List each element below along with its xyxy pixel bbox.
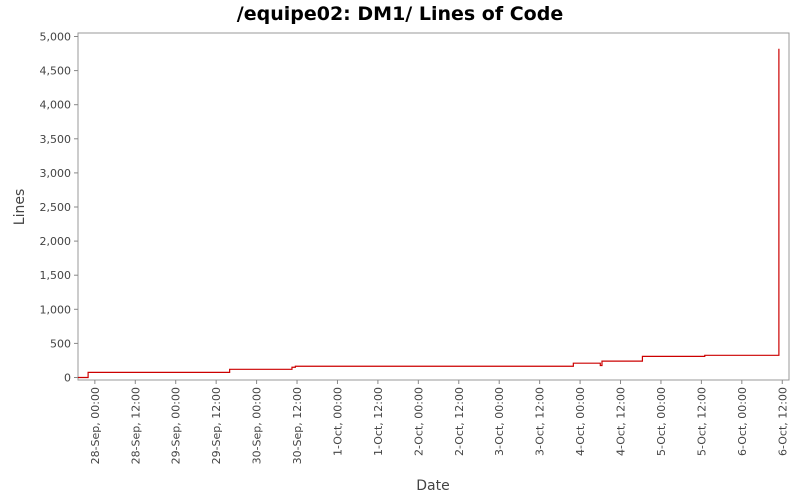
x-tick-label: 1-Oct, 12:00 — [372, 387, 385, 456]
x-tick-label: 4-Oct, 12:00 — [615, 387, 628, 456]
x-tick-label: 3-Oct, 00:00 — [493, 387, 506, 456]
y-axis-ticks: 0 500 1,000 1,500 2,000 2,500 3,000 3,500 4,000 4… — [40, 31, 78, 385]
y-axis-label: Lines — [12, 189, 28, 225]
y-tick-label: 2,000 — [40, 235, 72, 248]
x-tick-label: 6-Oct, 12:00 — [776, 387, 789, 456]
y-tick-label: 0 — [64, 372, 71, 385]
x-tick-label: 1-Oct, 00:00 — [331, 387, 344, 456]
x-axis-ticks: 28-Sep, 00:00 28-Sep, 12:00 29-Sep, 00:00 2… — [89, 380, 789, 464]
x-tick-label: 28-Sep, 12:00 — [129, 387, 142, 464]
x-tick-label: 30-Sep, 00:00 — [251, 387, 264, 464]
x-tick-label: 2-Oct, 00:00 — [412, 387, 425, 456]
y-tick-label: 1,000 — [40, 303, 72, 316]
x-tick-label: 29-Sep, 00:00 — [170, 387, 183, 464]
y-tick-label: 2,500 — [40, 201, 72, 214]
x-tick-label: 28-Sep, 00:00 — [89, 387, 102, 464]
x-tick-label: 5-Oct, 00:00 — [655, 387, 668, 456]
x-tick-label: 30-Sep, 12:00 — [291, 387, 304, 464]
x-tick-label: 2-Oct, 12:00 — [453, 387, 466, 456]
y-tick-label: 4,000 — [40, 99, 72, 112]
y-tick-label: 4,500 — [40, 65, 72, 78]
y-tick-label: 5,000 — [40, 31, 72, 44]
chart-title: /equipe02: DM1/ Lines of Code — [237, 3, 563, 25]
y-tick-label: 1,500 — [40, 269, 72, 282]
series-layer — [78, 48, 780, 379]
x-tick-label: 3-Oct, 12:00 — [534, 387, 547, 456]
y-tick-label: 3,000 — [40, 167, 72, 180]
y-tick-label: 3,500 — [40, 133, 72, 146]
x-tick-label: 6-Oct, 00:00 — [736, 387, 749, 456]
plot-area — [77, 32, 790, 381]
y-tick-label: 500 — [50, 337, 71, 350]
x-tick-label: 5-Oct, 12:00 — [695, 387, 708, 456]
x-tick-label: 4-Oct, 00:00 — [574, 387, 587, 456]
series-line — [78, 48, 780, 379]
x-tick-label: 29-Sep, 12:00 — [210, 387, 223, 464]
x-axis-label: Date — [416, 478, 449, 494]
